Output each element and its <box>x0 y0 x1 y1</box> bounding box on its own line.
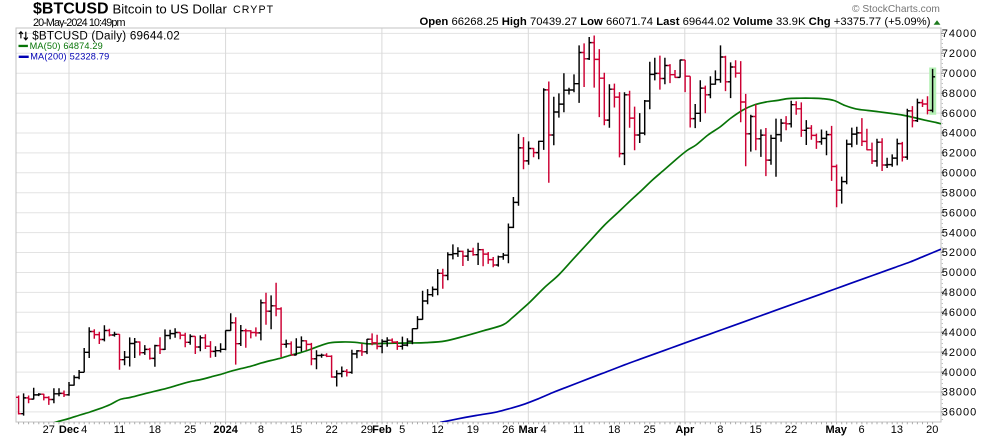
svg-text:20-May-2024 10:49pm: 20-May-2024 10:49pm <box>33 17 125 29</box>
svg-text:18: 18 <box>149 424 161 436</box>
svg-text:66000: 66000 <box>942 108 977 120</box>
svg-text:11: 11 <box>114 424 125 436</box>
svg-text:22: 22 <box>325 424 337 436</box>
svg-text:19: 19 <box>467 424 479 436</box>
svg-text:2024: 2024 <box>213 424 238 436</box>
svg-text:Apr: Apr <box>675 424 695 436</box>
svg-text:© StockCharts.com: © StockCharts.com <box>852 4 940 15</box>
svg-text:40000: 40000 <box>942 367 977 379</box>
svg-text:26: 26 <box>502 424 514 436</box>
svg-text:62000: 62000 <box>942 148 977 160</box>
svg-text:29: 29 <box>361 424 373 436</box>
svg-text:48000: 48000 <box>942 287 977 299</box>
svg-text:58000: 58000 <box>942 188 977 200</box>
svg-text:70000: 70000 <box>942 68 977 80</box>
svg-text:Open 66268.25 High 70439.27 Lo: Open 66268.25 High 70439.27 Low 66071.74… <box>419 16 930 28</box>
svg-text:68000: 68000 <box>942 88 977 100</box>
svg-text:72000: 72000 <box>942 48 977 60</box>
svg-text:8: 8 <box>258 424 264 436</box>
svg-text:MA(50) 64874.29: MA(50) 64874.29 <box>30 41 103 51</box>
svg-text:15: 15 <box>749 424 761 436</box>
svg-text:25: 25 <box>184 424 196 436</box>
svg-text:15: 15 <box>290 424 302 436</box>
svg-text:11: 11 <box>573 424 584 436</box>
svg-text:13: 13 <box>891 424 903 436</box>
svg-text:42000: 42000 <box>942 347 977 359</box>
svg-text:52000: 52000 <box>942 247 977 259</box>
svg-text:38000: 38000 <box>942 387 977 399</box>
svg-text:May: May <box>825 424 847 436</box>
svg-text:25: 25 <box>643 424 655 436</box>
svg-text:54000: 54000 <box>942 227 977 239</box>
svg-text:12: 12 <box>431 424 443 436</box>
svg-text:36000: 36000 <box>942 407 977 419</box>
svg-text:MA(200) 52328.79: MA(200) 52328.79 <box>30 52 109 62</box>
svg-text:4: 4 <box>81 424 87 436</box>
svg-text:CRYPT: CRYPT <box>233 4 274 16</box>
svg-text:74000: 74000 <box>942 28 977 40</box>
svg-text:Bitcoin to US Dollar: Bitcoin to US Dollar <box>113 1 228 16</box>
svg-text:20: 20 <box>926 424 938 436</box>
svg-text:46000: 46000 <box>942 307 977 319</box>
svg-text:18: 18 <box>608 424 620 436</box>
svg-text:44000: 44000 <box>942 327 977 339</box>
svg-text:Feb: Feb <box>372 424 392 436</box>
svg-text:Dec: Dec <box>59 424 79 436</box>
svg-text:22: 22 <box>785 424 797 436</box>
svg-text:5: 5 <box>399 424 405 436</box>
svg-text:6: 6 <box>859 424 865 436</box>
svg-text:Mar: Mar <box>519 424 539 436</box>
svg-text:60000: 60000 <box>942 168 977 180</box>
svg-text:$BTCUSD: $BTCUSD <box>33 1 109 18</box>
svg-text:8: 8 <box>717 424 723 436</box>
svg-text:56000: 56000 <box>942 207 977 219</box>
svg-text:$BTCUSD (Daily) 69644.02: $BTCUSD (Daily) 69644.02 <box>32 30 180 43</box>
svg-text:50000: 50000 <box>942 267 977 279</box>
svg-text:27: 27 <box>43 424 55 436</box>
svg-text:64000: 64000 <box>942 128 977 140</box>
svg-text:4: 4 <box>541 424 547 436</box>
